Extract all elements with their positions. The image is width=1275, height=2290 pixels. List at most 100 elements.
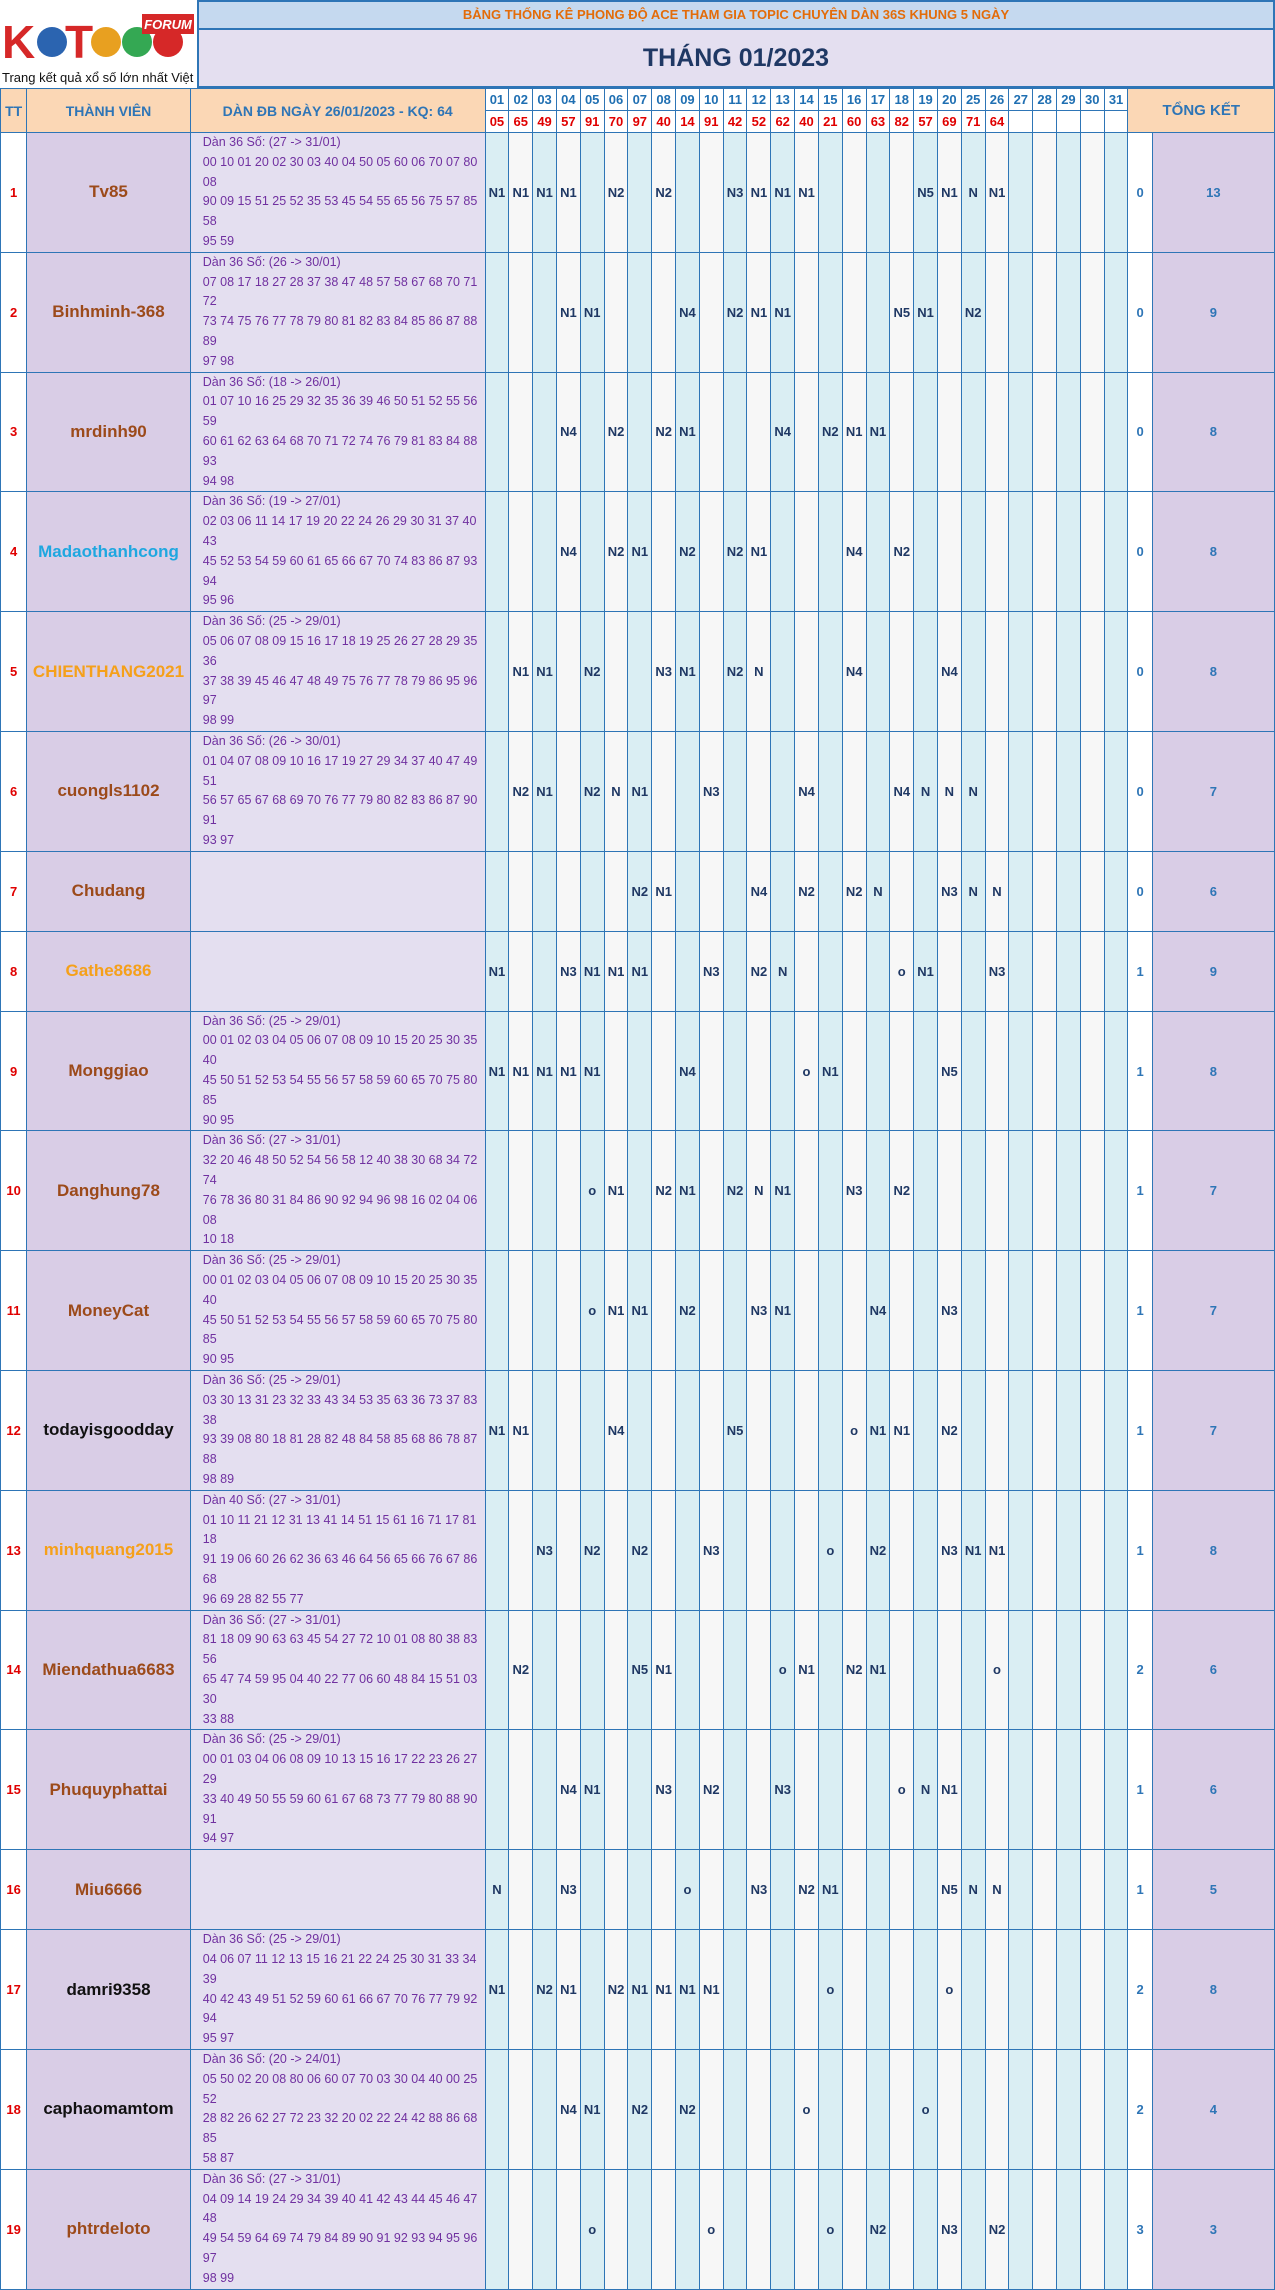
day-cell-16 — [841, 132, 867, 253]
dan-line: 90 95 — [202, 1352, 235, 1367]
day-cell-18: o — [889, 1729, 915, 1851]
day-cell-05: N1 — [579, 1010, 605, 1132]
day-cell-04 — [555, 730, 581, 852]
day-header-19: 19 — [913, 88, 938, 111]
day-cell-18 — [889, 1489, 915, 1611]
day-cell-09 — [675, 1370, 700, 1491]
day-cell-30 — [1079, 1250, 1105, 1372]
member-name: Miu6666 — [26, 1849, 191, 1931]
day-cell-09 — [675, 132, 700, 253]
day-cell-15: N1 — [817, 1849, 843, 1931]
dan-line: 33 40 49 50 55 59 60 61 67 68 73 77 79 8… — [202, 1791, 478, 1826]
day-cell-12: N1 — [746, 491, 772, 613]
summary-total: 8 — [1151, 1489, 1275, 1611]
day-cell-04: N1 — [555, 132, 581, 253]
day-cell-06: N2 — [603, 132, 629, 253]
day-cell-31 — [1103, 2168, 1129, 2290]
day-cell-16 — [841, 1010, 867, 1132]
day-cell-06: N2 — [603, 491, 629, 613]
day-header-15: 15 — [817, 88, 843, 111]
day-cell-14 — [794, 1929, 819, 2050]
day-cell-15 — [817, 251, 843, 373]
day-cell-25 — [960, 1729, 986, 1851]
summary-miss: 1 — [1127, 1729, 1153, 1851]
day-cell-18 — [889, 1849, 915, 1931]
day-cell-28 — [1032, 2048, 1058, 2170]
day-cell-14: o — [794, 2048, 819, 2170]
day-cell-01 — [484, 1130, 510, 1252]
day-header-31: 31 — [1103, 88, 1129, 111]
summary-total: 8 — [1151, 611, 1275, 732]
day-cell-08 — [651, 491, 677, 613]
dan-numbers: Dàn 36 Số: (19 -> 27/01) 02 03 06 11 14 1… — [189, 491, 486, 613]
dan-line: 00 01 02 03 04 05 06 07 08 09 10 15 20 2… — [202, 1273, 478, 1307]
dan-numbers: Dàn 36 Số: (25 -> 29/01) 00 01 03 04 06 0… — [189, 1729, 486, 1851]
day-cell-10 — [698, 491, 724, 613]
dan-line: 90 09 15 51 25 52 35 53 45 54 55 65 56 7… — [202, 194, 478, 229]
day-cell-29 — [1056, 1250, 1081, 1372]
day-cell-04 — [555, 1250, 581, 1372]
day-cell-10 — [698, 611, 724, 732]
day-cell-30 — [1079, 1929, 1105, 2050]
day-cell-14 — [794, 371, 819, 493]
day-cell-04 — [555, 1489, 581, 1611]
day-cell-03: N1 — [532, 730, 557, 852]
day-cell-19 — [913, 1489, 938, 1611]
day-result-03: 49 — [532, 110, 557, 133]
day-cell-02: N1 — [508, 1010, 534, 1132]
dan-line: Dàn 36 Số: (26 -> 30/01) — [202, 254, 341, 269]
member-name: phtrdeloto — [26, 2168, 191, 2290]
day-cell-05 — [579, 850, 605, 932]
day-cell-01 — [484, 1250, 510, 1372]
day-cell-27 — [1008, 1849, 1034, 1931]
day-cell-10: o — [698, 2168, 724, 2290]
row-number: 10 — [0, 1130, 28, 1252]
day-cell-12: N4 — [746, 850, 772, 932]
day-cell-09: o — [675, 1849, 700, 1931]
summary-miss: 0 — [1127, 850, 1153, 932]
day-cell-28 — [1032, 251, 1058, 373]
table-row: 9 Monggiao Dàn 36 Số: (25 -> 29/01) 00 01 0… — [0, 1010, 1275, 1132]
day-cell-30 — [1079, 730, 1105, 852]
day-cell-02: N2 — [508, 730, 534, 852]
day-cell-19 — [913, 611, 938, 732]
day-cell-28 — [1032, 1370, 1058, 1491]
day-cell-29 — [1056, 1370, 1081, 1491]
day-cell-28 — [1032, 1489, 1058, 1611]
row-number: 16 — [0, 1849, 28, 1931]
summary-total: 8 — [1151, 491, 1275, 613]
day-cell-10 — [698, 1849, 724, 1931]
day-cell-09 — [675, 730, 700, 852]
day-cell-25 — [960, 2168, 986, 2290]
day-header-27: 27 — [1008, 88, 1034, 111]
day-cell-26: N — [984, 1849, 1010, 1931]
day-cell-02 — [508, 1729, 534, 1851]
day-cell-16: N1 — [841, 371, 867, 493]
summary-miss: 2 — [1127, 1609, 1153, 1731]
dan-line: 97 98 — [202, 353, 235, 368]
day-cell-01 — [484, 1489, 510, 1611]
day-cell-13: o — [770, 1609, 796, 1731]
summary-miss: 1 — [1127, 1489, 1153, 1611]
member-name: cuongls1102 — [26, 730, 191, 852]
dan-line: 96 69 28 82 55 77 — [202, 1591, 304, 1606]
day-cell-09: N4 — [675, 251, 700, 373]
day-cell-20: o — [936, 1929, 962, 2050]
row-number: 7 — [0, 850, 28, 932]
svg-text:K: K — [2, 16, 35, 68]
day-header-16: 16 — [841, 88, 867, 111]
day-cell-05: N2 — [579, 611, 605, 732]
day-cell-08 — [651, 1849, 677, 1931]
day-cell-31 — [1103, 1489, 1129, 1611]
day-cell-01: N — [484, 1849, 510, 1931]
summary-total: 13 — [1151, 132, 1275, 253]
day-cell-14 — [794, 1130, 819, 1252]
summary-total: 7 — [1151, 1130, 1275, 1252]
day-cell-05: N1 — [579, 1729, 605, 1851]
day-cell-14: N1 — [794, 1609, 819, 1731]
day-cell-27 — [1008, 1130, 1034, 1252]
summary-miss: 0 — [1127, 491, 1153, 613]
summary-miss: 1 — [1127, 1130, 1153, 1252]
member-name: minhquang2015 — [26, 1489, 191, 1611]
day-header-02: 02 — [508, 88, 534, 111]
